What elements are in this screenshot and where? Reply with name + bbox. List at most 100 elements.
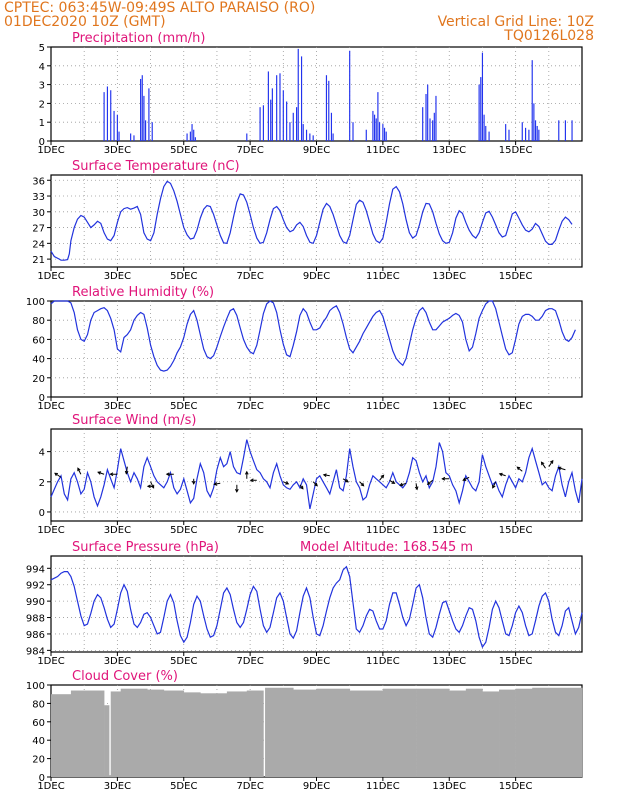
- panel-title-temp: Surface Temperature (nC): [72, 159, 240, 174]
- wind-arrow-head: [426, 481, 431, 485]
- precip-bar: [130, 133, 132, 141]
- precip-bar: [141, 75, 143, 141]
- x-tick-label: 13DEC: [432, 656, 466, 667]
- precip-bar: [485, 125, 487, 141]
- x-tick-label: 9DEC: [303, 781, 330, 792]
- precip-bar: [425, 94, 427, 141]
- y-tick-label: 992: [26, 581, 45, 592]
- x-tick-label: 3DEC: [104, 656, 131, 667]
- x-tick-label: 3DEC: [104, 145, 131, 156]
- cloud-bar: [51, 694, 72, 777]
- precip-bar: [106, 86, 108, 141]
- cloud-bar: [147, 689, 165, 777]
- x-tick-label: 5DEC: [170, 401, 197, 412]
- precip-bar: [435, 95, 437, 141]
- precip-bar: [194, 137, 196, 141]
- panel-title-rh: Relative Humidity (%): [72, 285, 214, 300]
- series-line-pres: [50, 565, 583, 649]
- precip-bar: [531, 60, 533, 141]
- wind-arrow-head: [213, 482, 218, 486]
- precip-bar: [375, 118, 377, 141]
- wind-arrow-head: [314, 482, 318, 487]
- precip-bar: [116, 114, 118, 141]
- wind-arrow-head: [109, 472, 114, 477]
- x-tick-label: 11DEC: [366, 781, 400, 792]
- series-line-wind: [50, 439, 583, 510]
- precip-bar: [191, 124, 193, 141]
- x-tick-label: 15DEC: [499, 781, 533, 792]
- x-tick-label: 3DEC: [104, 525, 131, 536]
- x-tick-label: 7DEC: [236, 145, 263, 156]
- wind-arrow-head: [249, 478, 254, 483]
- header-date: 01DEC2020 10Z (GMT): [4, 14, 166, 30]
- precip-bar: [481, 52, 484, 141]
- wind-arrow-head: [492, 484, 496, 489]
- x-tick-label: 15DEC: [499, 525, 533, 536]
- x-tick-label: 11DEC: [366, 656, 400, 667]
- panel-temp: Surface Temperature (nC) 21 24 27 30 33 36 1DEC…: [32, 159, 583, 282]
- panel-frame-temp: [50, 174, 583, 268]
- precip-bar: [279, 73, 281, 141]
- cloud-bar: [163, 690, 185, 777]
- panel-wind: Surface Wind (m/s) 0 2 4 1DEC 3DEC 5DEC 7DEC 9DE…: [37, 413, 583, 536]
- precip-bar: [432, 120, 434, 141]
- cloud-bar: [70, 690, 105, 777]
- precip-bar: [538, 129, 540, 141]
- y-tick-label: 4: [39, 62, 45, 73]
- precip-bar: [521, 122, 523, 141]
- y-tick-label: 5: [39, 43, 45, 54]
- y-tick-label: 40: [32, 736, 45, 747]
- x-tick-label: 7DEC: [236, 781, 263, 792]
- precip-bar: [525, 127, 527, 141]
- wind-arrow: [548, 460, 554, 467]
- precip-bar: [296, 107, 298, 141]
- y-tick-label: 100: [26, 681, 45, 692]
- precip-bar: [297, 48, 299, 141]
- x-tick-label: 11DEC: [366, 271, 400, 282]
- panel-title-precip: Precipitation (mm/h): [72, 31, 205, 46]
- x-tick-label: 5DEC: [170, 656, 197, 667]
- y-tick-label: 994: [26, 564, 45, 575]
- y-tick-label: 21: [32, 255, 45, 266]
- cloud-bar: [246, 690, 264, 777]
- cloud-bar: [482, 691, 500, 777]
- panel-annotation-pres: Model Altitude: 168.545 m: [300, 540, 473, 555]
- cloud-bar: [316, 688, 350, 777]
- panel-title-cloud: Cloud Cover (%): [72, 669, 178, 684]
- precip-bar: [422, 107, 424, 141]
- x-tick-label: 9DEC: [303, 525, 330, 536]
- x-tick-label: 13DEC: [432, 525, 466, 536]
- x-tick-label: 1DEC: [37, 781, 64, 792]
- precip-bar: [332, 133, 334, 141]
- wind-arrow-head: [391, 480, 396, 484]
- wind-arrow-head: [285, 481, 290, 485]
- y-tick-label: 33: [32, 192, 45, 203]
- y-tick-label: 80: [32, 699, 45, 710]
- y-tick-label: 60: [32, 335, 45, 346]
- wind-arrow-head: [146, 484, 151, 489]
- cloud-bar: [499, 689, 516, 777]
- x-tick-label: 7DEC: [236, 271, 263, 282]
- precip-bar: [143, 95, 145, 141]
- x-tick-label: 13DEC: [432, 781, 466, 792]
- cloud-bar: [416, 688, 450, 777]
- precip-bar: [385, 131, 387, 141]
- cloud-bar: [465, 688, 483, 777]
- wind-arrow-head: [462, 477, 467, 481]
- cloud-bar: [104, 705, 110, 777]
- y-tick-label: 1: [39, 118, 45, 129]
- precip-bar: [133, 135, 135, 141]
- precip-bar: [478, 84, 480, 141]
- precip-bar: [534, 120, 537, 141]
- precip-bar: [292, 112, 294, 141]
- precip-bar: [382, 124, 384, 141]
- wind-arrow: [541, 461, 546, 469]
- x-tick-label: 5DEC: [170, 271, 197, 282]
- wind-arrow: [492, 481, 497, 489]
- panel-title-wind: Surface Wind (m/s): [72, 413, 196, 428]
- precip-bar: [262, 105, 264, 141]
- cloud-bar: [532, 687, 550, 777]
- precip-bar: [286, 101, 288, 141]
- wind-arrow-head: [77, 467, 81, 472]
- wind-arrow-head: [549, 459, 554, 464]
